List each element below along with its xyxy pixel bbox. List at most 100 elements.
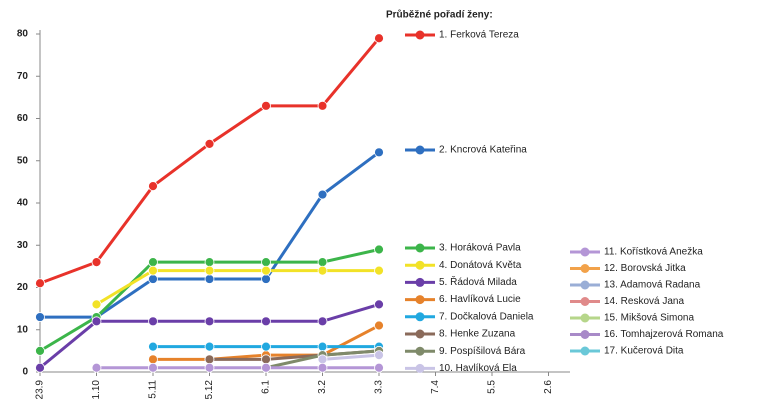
legend-label: 11. Kořístková Anežka — [604, 247, 703, 258]
chart-title: Průběžné pořadí ženy: — [386, 9, 493, 21]
point — [148, 257, 158, 268]
x-tick-label: 3.3 — [374, 380, 385, 394]
point — [317, 354, 328, 365]
point — [35, 362, 45, 373]
series-line — [39, 37, 381, 285]
point — [317, 189, 328, 200]
legend-label: 16. Tomhajzerová Romana — [604, 329, 724, 340]
point — [204, 362, 215, 373]
point — [317, 316, 328, 327]
legend-label: 5. Řádová Milada — [439, 275, 517, 288]
legend-marker — [415, 260, 425, 270]
legend-marker — [415, 277, 425, 287]
legend-marker — [415, 329, 425, 339]
y-tick-label: 20 — [17, 282, 29, 293]
y-tick-label: 40 — [17, 198, 29, 209]
y-tick-label: 80 — [17, 29, 29, 40]
x-tick-label: 5.12 — [204, 380, 215, 399]
point — [204, 265, 215, 276]
point — [374, 147, 384, 158]
legend-label: 17. Kučerová Dita — [604, 346, 684, 357]
point — [374, 350, 384, 361]
point — [261, 100, 271, 111]
x-tick-label: 2.6 — [543, 380, 554, 394]
point — [91, 316, 102, 327]
point — [148, 265, 158, 276]
legend-label: 8. Henke Zuzana — [439, 329, 516, 340]
legend-label: 2. Kncrová Kateřina — [439, 145, 527, 156]
legend-marker — [415, 363, 425, 373]
point — [35, 345, 45, 356]
point — [261, 257, 271, 268]
point — [261, 362, 271, 373]
y-tick-label: 0 — [22, 367, 28, 378]
point — [317, 257, 328, 268]
point — [261, 265, 271, 276]
legend-marker — [415, 30, 425, 40]
legend-marker — [580, 264, 590, 273]
point — [374, 244, 384, 255]
legend-label: 4. Donátová Květa — [439, 260, 522, 271]
point — [317, 362, 328, 373]
x-tick-label: 3.2 — [317, 380, 328, 394]
point — [374, 362, 384, 373]
series-line — [95, 269, 379, 306]
y-tick-label: 30 — [17, 240, 29, 251]
point — [204, 354, 215, 365]
legend-marker — [415, 243, 425, 253]
legend-marker — [580, 247, 590, 257]
point — [148, 316, 158, 327]
point — [317, 341, 328, 352]
legend-marker — [580, 313, 590, 323]
point — [148, 362, 158, 373]
point — [91, 362, 102, 373]
legend-label: 14. Resková Jana — [604, 296, 684, 307]
point — [91, 299, 102, 310]
legend-marker — [580, 330, 590, 339]
legend-label: 1. Ferková Tereza — [439, 30, 519, 41]
legend-marker — [580, 346, 590, 356]
point — [374, 33, 384, 44]
x-tick-label: 5.5 — [487, 380, 498, 394]
point — [91, 257, 102, 268]
legend-label: 13. Adamová Radana — [604, 280, 701, 291]
legend-marker — [580, 280, 590, 290]
point — [35, 278, 45, 289]
x-tick-label: 1.10 — [91, 380, 102, 399]
point — [148, 181, 158, 192]
point — [148, 341, 158, 352]
x-tick-label: 6.1 — [261, 380, 272, 394]
point — [148, 354, 158, 365]
point — [261, 341, 271, 352]
legend-marker — [415, 145, 425, 155]
legend-label: 6. Havlíková Lucie — [439, 294, 521, 305]
point — [204, 316, 215, 327]
legend-marker — [580, 297, 590, 306]
legend-marker — [415, 295, 425, 305]
series-line — [322, 353, 380, 361]
x-tick-label: 23.9 — [35, 380, 46, 399]
point — [204, 138, 215, 149]
legend-label: 15. Mikšová Simona — [604, 313, 694, 324]
point — [374, 265, 384, 276]
point — [35, 312, 45, 322]
point — [261, 354, 271, 365]
legend-marker — [415, 312, 425, 322]
point — [374, 299, 384, 310]
x-tick-label: 7.4 — [430, 380, 441, 394]
point — [317, 265, 328, 276]
point — [204, 274, 215, 284]
legend-label: 3. Horáková Pavla — [439, 243, 521, 254]
legend-label: 12. Borovská Jitka — [604, 263, 686, 274]
legend-label: 10. Havlíková Ela — [439, 363, 517, 374]
point — [204, 341, 215, 352]
legend-label: 9. Pospíšilová Bára — [439, 346, 526, 357]
y-tick-label: 50 — [17, 155, 29, 166]
legend-label: 7. Dočkalová Daniela — [439, 311, 534, 322]
point — [148, 274, 158, 284]
point — [261, 274, 271, 284]
y-tick-label: 60 — [17, 113, 29, 124]
point — [317, 100, 328, 111]
y-tick-label: 10 — [17, 324, 29, 335]
